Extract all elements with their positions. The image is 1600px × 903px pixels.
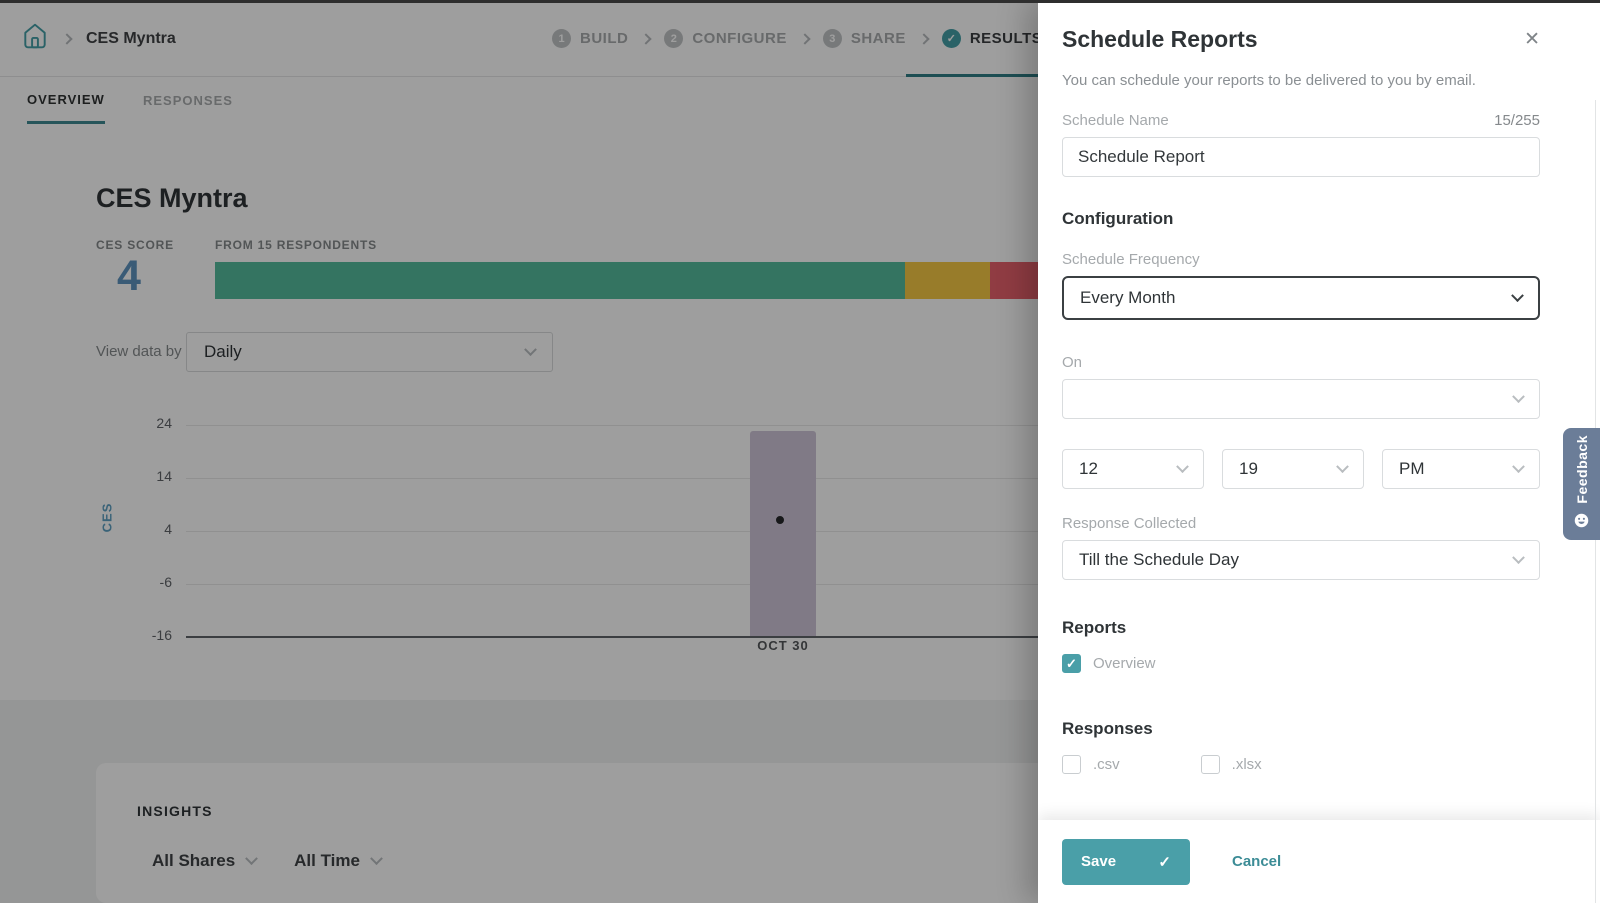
ces-trend-bar-oct30[interactable] [750,431,816,636]
step-results-label: RESULTS [969,30,1043,47]
overview-checkbox-item: ✓ Overview [1062,654,1156,673]
filter-all-shares[interactable]: All Shares [152,851,259,871]
schedule-frequency-select[interactable]: Every Month [1062,276,1540,320]
xlsx-checkbox[interactable] [1200,755,1220,774]
minute-value: 19 [1239,459,1258,478]
step-share-number: 3 [822,29,842,48]
distribution-segment-positive [215,262,905,299]
chevron-down-icon [1512,550,1525,564]
filter-all-time[interactable]: All Time [294,851,383,871]
y-tick: 14 [156,468,172,484]
csv-checkbox[interactable] [1062,755,1081,774]
response-collected-value: Till the Schedule Day [1079,550,1240,569]
close-icon[interactable]: ✕ [1524,26,1540,49]
save-check-icon: ✓ [1158,853,1171,871]
save-button-label: Save [1081,853,1117,870]
y-tick: -16 [151,627,172,643]
y-tick: 24 [156,415,172,431]
meridiem-value: PM [1399,459,1425,478]
hour-select[interactable]: 12 [1062,449,1204,489]
ces-score-value: 4 [117,252,141,300]
step-configure[interactable]: 2 CONFIGURE [664,29,787,48]
feedback-tab-label: Feedback [1573,435,1590,504]
chevron-down-icon [1512,459,1525,473]
meridiem-select[interactable]: PM [1382,449,1540,489]
minute-select[interactable]: 19 [1222,449,1364,489]
step-results-check-icon: ✓ [941,29,961,48]
panel-title: Schedule Reports [1062,26,1258,52]
overview-checkbox-label: Overview [1093,655,1156,672]
step-results[interactable]: ✓ RESULTS [941,29,1043,48]
distribution-segment-neutral [905,262,990,299]
respondents-label: FROM 15 RESPONDENTS [215,238,377,252]
response-collected-select[interactable]: Till the Schedule Day [1062,540,1540,580]
tab-responses[interactable]: RESPONSES [143,93,233,108]
step-configure-number: 2 [664,29,684,48]
schedule-name-char-counter: 15/255 [1494,112,1540,129]
workflow-steps: 1 BUILD 2 CONFIGURE 3 SHARE ✓ RESULTS [552,0,1042,77]
page-title: CES Myntra [96,183,248,213]
schedule-frequency-label: Schedule Frequency [1062,251,1200,268]
window-top-edge [0,0,1600,3]
y-tick: 4 [164,521,172,537]
csv-checkbox-item: .csv [1062,755,1120,774]
step-build[interactable]: 1 BUILD [552,29,628,48]
schedule-name-label: Schedule Name [1062,112,1169,129]
ces-trend-point-oct30[interactable] [776,516,784,524]
step-share-label: SHARE [850,30,906,47]
on-select[interactable] [1062,379,1540,419]
view-data-by-select[interactable]: Daily [186,332,553,372]
breadcrumb: CES Myntra [22,0,176,77]
time-selectors: 12 19 PM [1062,449,1540,489]
filter-all-shares-label: All Shares [152,851,236,870]
cancel-button[interactable]: Cancel [1232,853,1282,870]
feedback-tab[interactable]: Feedback [1563,428,1600,540]
step-build-label: BUILD [580,30,629,47]
x-axis-line [186,636,1346,638]
home-icon[interactable] [22,22,48,55]
panel-footer: Save ✓ Cancel [1038,820,1600,903]
hour-value: 12 [1079,459,1098,478]
insights-title: INSIGHTS [137,803,213,819]
step-configure-label: CONFIGURE [692,30,787,47]
chevron-down-icon [1511,288,1524,302]
on-label: On [1062,354,1083,371]
xlsx-checkbox-label: .xlsx [1231,756,1262,773]
responses-heading: Responses [1062,719,1153,738]
panel-subtitle: You can schedule your reports to be deli… [1062,72,1476,89]
configuration-heading: Configuration [1062,209,1174,228]
schedule-frequency-value: Every Month [1080,288,1176,307]
chevron-down-icon [1336,459,1349,473]
smiley-icon [1574,513,1589,533]
save-button[interactable]: Save ✓ [1062,838,1190,885]
breadcrumb-survey-name[interactable]: CES Myntra [86,29,176,47]
x-axis-category: OCT 30 [757,638,809,653]
view-data-by-label: View data by [96,343,182,360]
schedule-reports-panel: Schedule Reports ✕ You can schedule your… [1038,0,1600,903]
xlsx-checkbox-item: .xlsx [1200,755,1262,774]
tab-overview[interactable]: OVERVIEW [27,77,105,124]
schedule-name-input[interactable] [1062,137,1540,177]
step-share[interactable]: 3 SHARE [822,29,906,48]
ces-score-label: CES SCORE [96,238,174,252]
overview-checkbox[interactable]: ✓ [1062,654,1081,673]
insights-filters: All Shares All Time [152,851,383,871]
response-collected-label: Response Collected [1062,515,1197,532]
view-data-by-value: Daily [204,342,242,361]
y-tick: -6 [159,574,172,590]
reports-heading: Reports [1062,618,1127,637]
step-build-number: 1 [552,29,571,48]
gridline [186,425,1346,426]
filter-all-time-label: All Time [294,851,360,870]
chevron-down-icon [1512,389,1525,403]
csv-checkbox-label: .csv [1093,756,1120,773]
chevron-down-icon [1176,459,1189,473]
